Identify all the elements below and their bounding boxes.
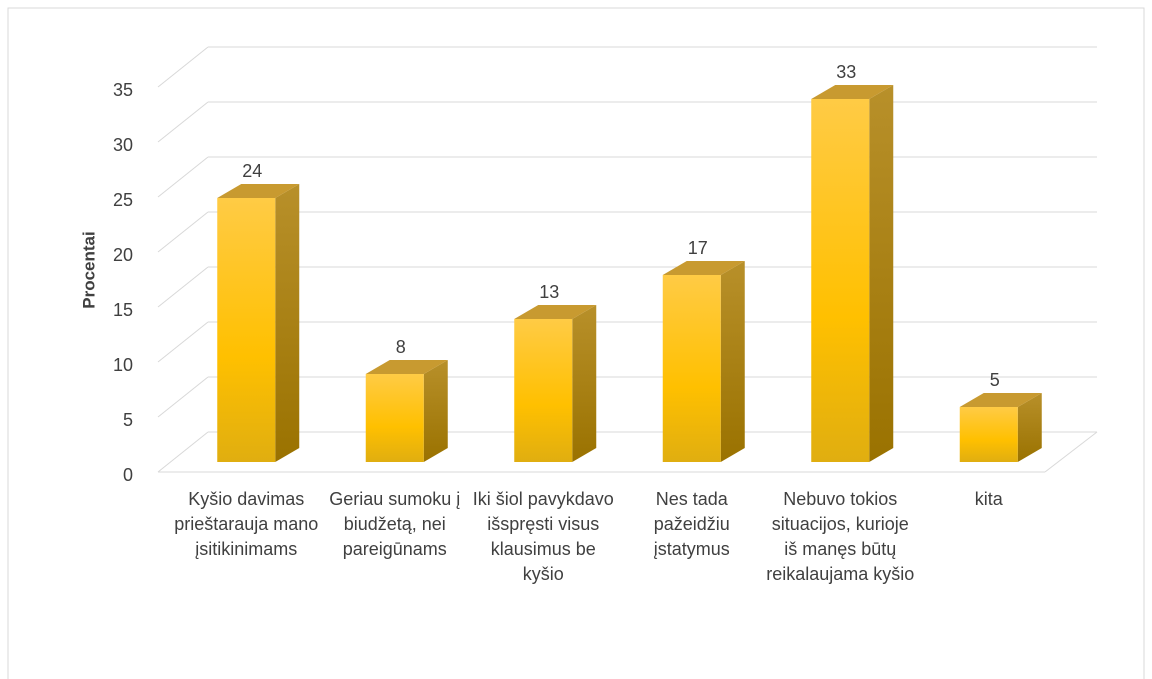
x-tick-label: Nebuvo tokios situacijos, kurioje iš man… (766, 489, 915, 584)
bar-side (720, 261, 745, 462)
grid-line (157, 321, 209, 363)
value-label: 17 (688, 238, 708, 258)
grid-line (157, 211, 209, 253)
value-label: 13 (539, 282, 559, 302)
grid-line (157, 376, 209, 418)
grid-line (157, 156, 209, 198)
bar (662, 275, 721, 462)
floor-line (1044, 431, 1098, 473)
grid-line (157, 431, 209, 473)
bar-side (869, 85, 894, 462)
bar (514, 319, 573, 462)
x-tick-label: kita (974, 489, 1003, 509)
y-tick-label: 20 (113, 245, 133, 265)
bar-top (662, 261, 745, 275)
bar-side (572, 305, 597, 462)
bar-top (811, 85, 894, 99)
value-label: 33 (836, 62, 856, 82)
bar-top (365, 360, 448, 374)
bar-side (423, 360, 448, 462)
bar (811, 99, 870, 462)
bar (217, 198, 276, 462)
grid-line (157, 46, 209, 88)
y-axis-label: Procentai (79, 231, 98, 308)
y-tick-label: 25 (113, 190, 133, 210)
bar-side (1017, 393, 1042, 462)
y-tick-label: 30 (113, 135, 133, 155)
bar-top (217, 184, 300, 198)
bar-top (514, 305, 597, 319)
x-tick-label: Geriau sumoku į biudžetą, nei pareigūnam… (329, 489, 461, 559)
bar (959, 407, 1018, 462)
bar-top (959, 393, 1042, 407)
y-tick-label: 15 (113, 300, 133, 320)
x-tick-label: Iki šiol pavykdavo išspręsti visus klaus… (472, 489, 614, 584)
bar (365, 374, 424, 462)
x-tick-label: Nes tada pažeidžiu įstatymus (653, 489, 730, 559)
y-tick-label: 10 (113, 355, 133, 375)
bar-side (275, 184, 300, 462)
chart-border (7, 7, 1145, 679)
y-tick-label: 0 (123, 465, 133, 485)
y-tick-label: 5 (123, 410, 133, 430)
value-label: 8 (396, 337, 406, 357)
x-tick-label: Kyšio davimas prieštarauja mano įsitikin… (174, 489, 319, 559)
grid-line (157, 266, 209, 308)
y-tick-label: 35 (113, 80, 133, 100)
value-label: 24 (242, 161, 262, 181)
value-label: 5 (990, 370, 1000, 390)
grid-line (157, 101, 209, 143)
